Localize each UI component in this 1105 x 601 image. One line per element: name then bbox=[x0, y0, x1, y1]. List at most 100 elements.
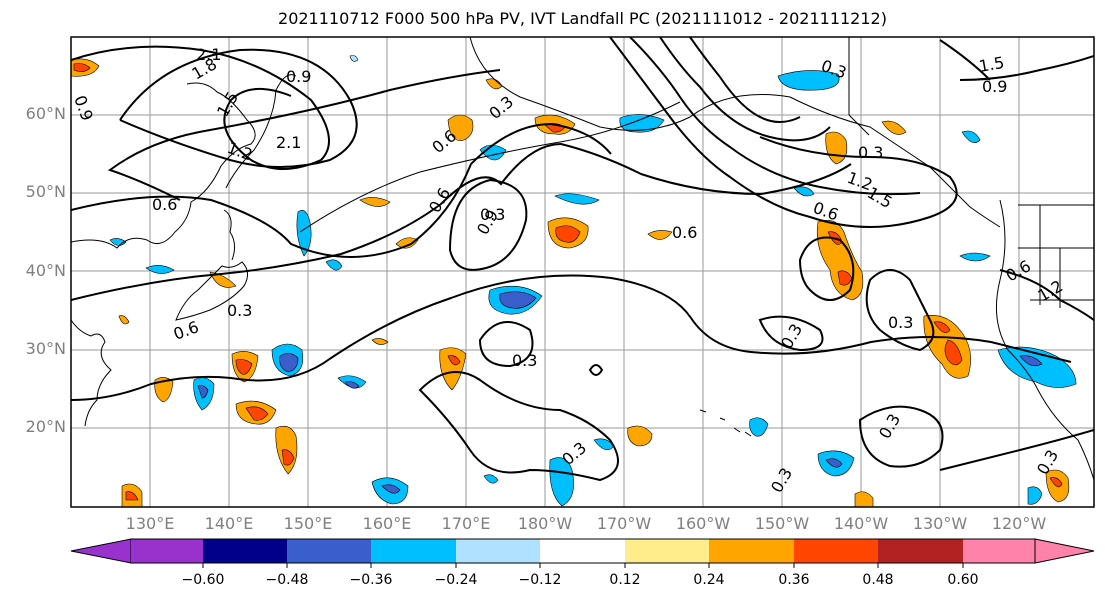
colorbar-segment bbox=[287, 539, 371, 563]
anomaly-patch bbox=[881, 120, 907, 135]
contour-label: 0.6 bbox=[152, 195, 177, 214]
map-title: 2021110712 F000 500 hPa PV, IVT Landfall… bbox=[278, 9, 887, 28]
contour-label: 0.3 bbox=[227, 301, 252, 320]
contour-label: 2.1 bbox=[276, 133, 301, 152]
anomaly-patch bbox=[447, 114, 474, 141]
colorbar-tick-label: 0.12 bbox=[609, 572, 641, 588]
contour-label: 0.3 bbox=[777, 320, 806, 352]
pv-contour bbox=[629, 37, 921, 196]
anomaly-patch bbox=[816, 220, 864, 301]
pv-contour bbox=[939, 429, 1094, 471]
anomaly-patch bbox=[281, 449, 295, 466]
north-america-coast bbox=[995, 199, 1094, 481]
pv-contour bbox=[107, 69, 501, 201]
lon-label: 160°W bbox=[675, 514, 731, 533]
contour-label: 0.3 bbox=[858, 143, 883, 162]
map-plot-area: 2.1 1.8 0.9 1.5 1.2 2.1 0.6 0.3 0.6 0.9 … bbox=[70, 37, 1094, 507]
colorbar-segment bbox=[794, 539, 878, 563]
contour-label: 0.6 bbox=[1003, 256, 1035, 285]
shaded-anomalies bbox=[71, 55, 1077, 507]
pv-contour bbox=[418, 371, 619, 482]
anomaly-patch bbox=[793, 186, 815, 197]
pv-contour bbox=[478, 321, 534, 368]
hawaii bbox=[699, 409, 752, 437]
contour-label: 0.9 bbox=[286, 67, 311, 86]
colorbar-segment bbox=[540, 539, 625, 563]
pv-contour bbox=[858, 405, 944, 468]
colorbar-segment bbox=[131, 539, 203, 563]
pv-contour bbox=[798, 236, 855, 301]
anomaly-patch bbox=[1019, 355, 1043, 367]
contour-label: 0.3 bbox=[485, 92, 517, 123]
contour-label: 0.3 bbox=[480, 205, 505, 224]
graticule bbox=[71, 37, 1094, 507]
anomaly-patch bbox=[279, 353, 299, 373]
lat-label: 20°N bbox=[25, 417, 66, 436]
contour-label: 2.1 bbox=[196, 45, 221, 64]
colorbar bbox=[70, 538, 1095, 568]
pv-contour bbox=[758, 315, 824, 352]
pv-contour bbox=[448, 178, 528, 271]
lon-label: 150°W bbox=[754, 514, 810, 533]
lat-label: 30°N bbox=[25, 339, 66, 358]
lon-label: 160°E bbox=[362, 514, 412, 533]
colorbar-extend-low bbox=[70, 538, 132, 564]
aleutians bbox=[299, 101, 681, 233]
lon-label: 170°E bbox=[441, 514, 491, 533]
anomaly-patch bbox=[647, 230, 673, 240]
contour-label: 0.6 bbox=[672, 223, 697, 242]
pv-contour bbox=[71, 45, 330, 170]
kamchatka bbox=[225, 74, 297, 189]
pv-contour bbox=[588, 364, 604, 376]
anomaly-patch bbox=[944, 339, 963, 366]
lon-label: 130°W bbox=[912, 514, 968, 533]
anomaly-patch bbox=[296, 210, 312, 257]
contour-label: 0.3 bbox=[767, 464, 796, 496]
anomaly-patch bbox=[125, 491, 139, 501]
anomaly-patch bbox=[1049, 477, 1063, 488]
anomaly-patch bbox=[554, 193, 600, 205]
anomaly-patch bbox=[499, 291, 537, 309]
lon-label: 120°W bbox=[991, 514, 1047, 533]
colorbar-tick-label: 0.36 bbox=[778, 572, 810, 588]
anomaly-patch bbox=[777, 70, 840, 91]
map-frame bbox=[70, 36, 1095, 508]
colorbar-segment bbox=[878, 539, 963, 563]
colorbar-segment bbox=[456, 539, 540, 563]
japan bbox=[175, 261, 248, 321]
anomaly-patch bbox=[854, 491, 874, 507]
lon-label: 170°W bbox=[596, 514, 652, 533]
colorbar-segment bbox=[371, 539, 456, 563]
contour-label: 0.3 bbox=[875, 410, 904, 442]
anomaly-patch bbox=[344, 381, 360, 389]
anomaly-patch bbox=[325, 259, 343, 271]
anomaly-patch bbox=[197, 385, 209, 399]
anomaly-patch bbox=[439, 347, 467, 391]
anomaly-patch bbox=[371, 338, 389, 345]
anomaly-patch bbox=[825, 131, 848, 165]
lon-label: 150°E bbox=[283, 514, 333, 533]
lon-label: 140°W bbox=[833, 514, 889, 533]
pv-contour bbox=[119, 48, 358, 168]
colorbar-segment bbox=[963, 539, 1035, 563]
asia-coast bbox=[71, 82, 256, 249]
anomaly-patch bbox=[933, 321, 951, 333]
anomaly-patch bbox=[349, 55, 359, 62]
japan bbox=[223, 209, 236, 261]
contour-label: 0.9 bbox=[70, 93, 97, 123]
colorbar-segment bbox=[625, 539, 709, 563]
anomaly-patch bbox=[447, 355, 461, 366]
colorbar-extend-high bbox=[1034, 538, 1095, 564]
contour-label: 0.9 bbox=[982, 77, 1007, 96]
alaska-border bbox=[848, 37, 870, 136]
pv-contour bbox=[939, 39, 991, 81]
colorbar-segment bbox=[203, 539, 287, 563]
anomaly-patch bbox=[118, 315, 130, 325]
colorbar-tick-label: −0.60 bbox=[181, 572, 225, 588]
pv-contour bbox=[959, 55, 1094, 81]
lon-label: 140°E bbox=[204, 514, 254, 533]
lat-label: 60°N bbox=[25, 104, 66, 123]
asia-coast bbox=[71, 319, 112, 427]
pv-contour bbox=[71, 122, 612, 258]
